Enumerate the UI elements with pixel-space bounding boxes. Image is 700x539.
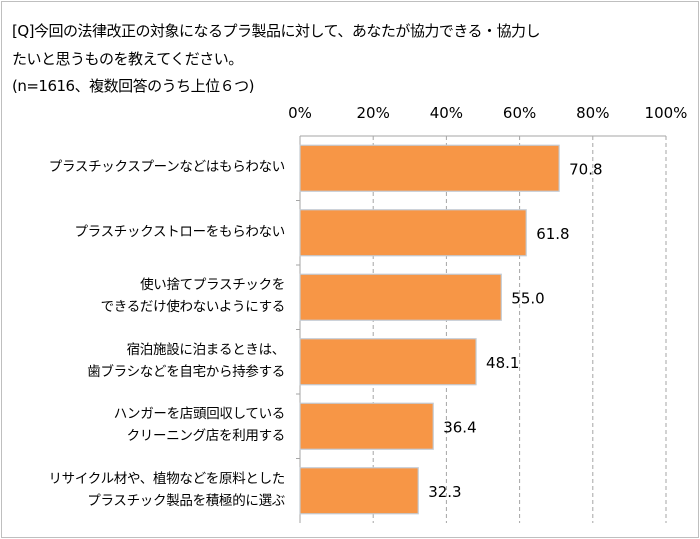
category-label: プラスチックストローをもらわない xyxy=(74,221,285,243)
x-tick-label: 40% xyxy=(429,104,464,122)
bar xyxy=(299,144,560,192)
x-tick-label: 20% xyxy=(356,104,390,122)
x-tick-label: 80% xyxy=(576,104,610,122)
category-label-line: クリーニング店を利用する xyxy=(126,428,286,445)
data-label: 55.0 xyxy=(511,289,544,307)
category-label: リサイクル材や、植物などを原料としたプラスチック製品を積極的に選ぶ xyxy=(48,468,285,512)
bar xyxy=(299,209,527,257)
category-label: 使い捨てプラスチックをできるだけ使わないようにする xyxy=(100,274,286,318)
x-tick-label: 100% xyxy=(644,104,688,122)
bar xyxy=(299,273,502,321)
bar xyxy=(299,467,419,515)
chart-subtitle: (n=1616、複数回答のうち上位６つ) xyxy=(12,77,254,95)
x-tick-label: 60% xyxy=(502,104,537,122)
category-label-line: できるだけ使わないようにする xyxy=(100,299,286,316)
data-label: 61.8 xyxy=(536,225,569,243)
bar xyxy=(299,338,477,386)
data-label: 36.4 xyxy=(443,418,476,436)
category-label-line: ハンガーを店頭回収している xyxy=(113,406,286,423)
data-label: 48.1 xyxy=(486,354,519,372)
category-label-line: 宿泊施設に泊まるときは、 xyxy=(126,341,286,358)
category-label-line: リサイクル材や、植物などを原料とした xyxy=(48,470,285,487)
chart-title-line-1: [Q]今回の法律改正の対象になるプラ製品に対して、あなたが協力できる・協力し xyxy=(12,22,541,40)
category-label: 宿泊施設に泊まるときは、歯ブラシなどを自宅から持参する xyxy=(87,339,285,383)
category-label-line: プラスチック製品を積極的に選ぶ xyxy=(87,492,285,509)
category-label-line: プラスチックストローをもらわない xyxy=(74,223,285,240)
data-label: 32.3 xyxy=(428,483,461,501)
category-label-line: プラスチックスプーンなどはもらわない xyxy=(48,159,286,176)
bar xyxy=(299,402,434,450)
category-label-line: 使い捨てプラスチックを xyxy=(140,277,285,294)
category-label: プラスチックスプーンなどはもらわない xyxy=(48,156,286,178)
category-label-line: 歯ブラシなどを自宅から持参する xyxy=(87,363,285,380)
x-tick-label: 0% xyxy=(288,104,312,122)
data-label: 70.8 xyxy=(569,160,602,178)
category-label: ハンガーを店頭回収しているクリーニング店を利用する xyxy=(113,403,286,447)
chart-title-line-2: たいと思うものを教えてください。 xyxy=(12,50,243,68)
